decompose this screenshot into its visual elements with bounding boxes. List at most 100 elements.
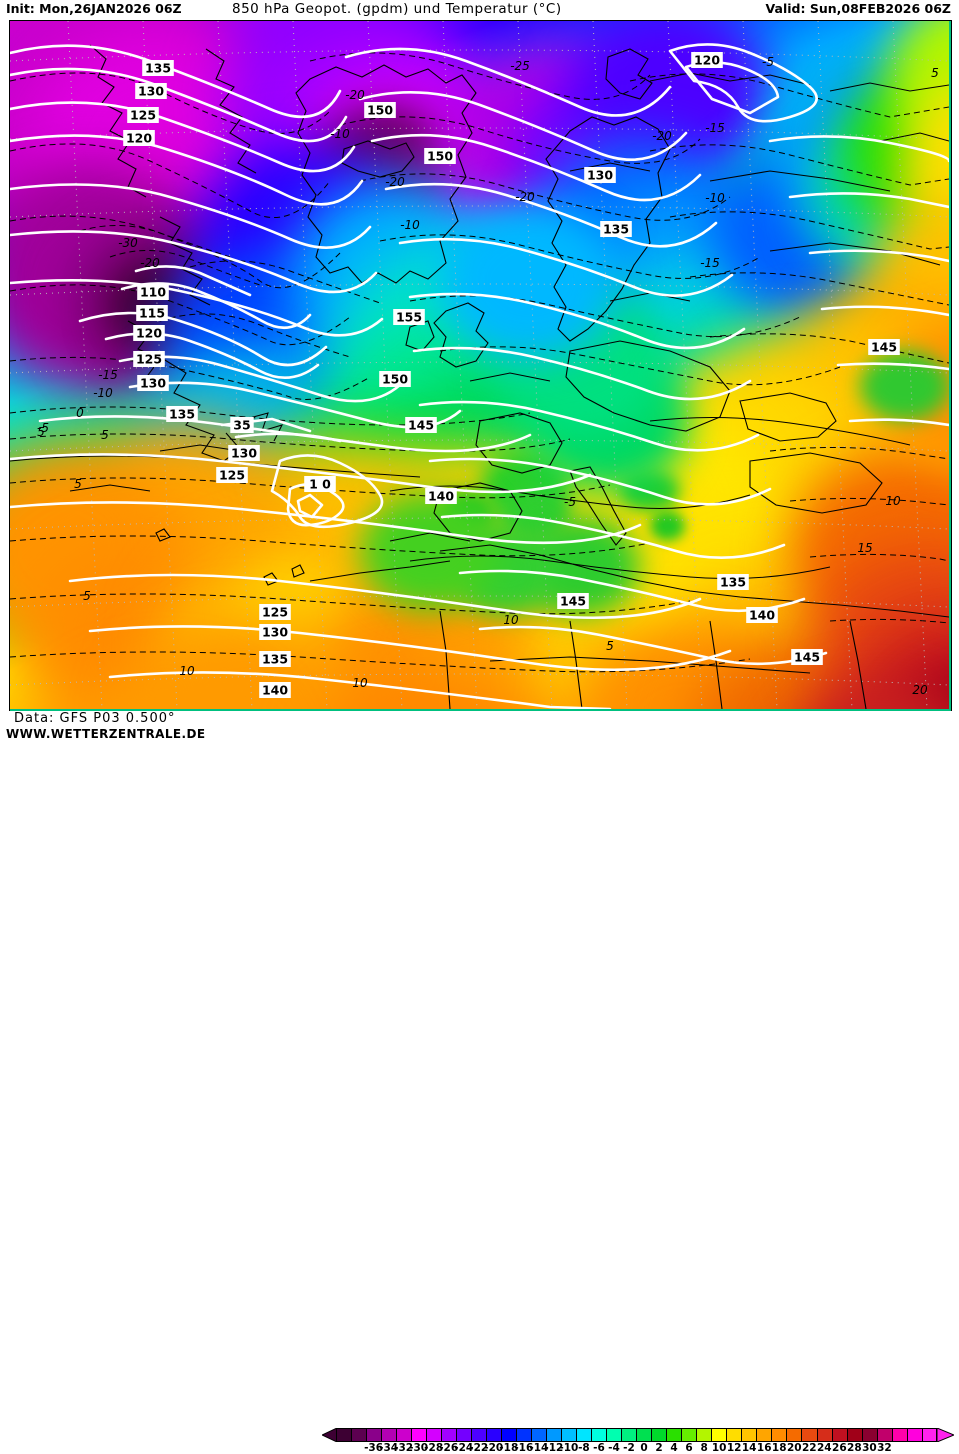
geopotential-label: 140 [262,683,288,698]
contour-label-background [142,60,174,76]
isotherm-label: -10 [330,127,350,141]
isotherm [439,346,841,386]
geopotential-contour [418,400,760,452]
geopotential-label: 125 [130,108,156,123]
colorbar-cell [561,1428,577,1442]
coastline [405,320,435,352]
border-line [389,532,471,542]
isotherm-layer [10,52,949,673]
geopotential-contour [134,265,252,297]
isotherm [829,618,949,624]
geopotential-label: 145 [560,594,586,609]
colorbar-cell [576,1428,592,1442]
contour-label-background [304,476,336,492]
meridian-line [742,21,778,709]
colorbar-tick-labels: -36 -34 -32 -30 -28 -26 -24 -22 -20 -18 -16 -14 -12-… [322,1442,954,1454]
isotherm-label: 5 [37,425,45,439]
colorbar-tick: 28 [847,1442,862,1454]
valid-time-label: Valid: Sun,08FEB2026 06Z [765,1,951,16]
isotherm-label: -5 [37,421,49,435]
contour-label-background [135,83,167,99]
colorbar-cells [336,1428,937,1442]
coastline [439,544,949,618]
isotherm-label: -10 [705,191,725,205]
colorbar-cell [621,1428,637,1442]
colorbar-cell [336,1428,352,1442]
geopotential-label: 1 0 [309,477,331,492]
contour-label-background [717,574,749,590]
colorbar-cell [411,1428,427,1442]
isotherm-label: 15 [857,541,872,555]
geopotential-label: 120 [136,326,162,341]
colorbar-cell [366,1428,382,1442]
colorbar-tick: 8 [700,1442,708,1454]
colorbar-cell [636,1428,652,1442]
geopotential-label: 140 [749,608,775,623]
geopotential-contour [440,513,786,559]
isotherm-label: -5 [762,55,774,69]
temperature-colorbar[interactable]: -36 -34 -32 -30 -28 -26 -24 -22 -20 -18 -16 -14 -12-… [322,1428,954,1454]
isotherm [10,651,751,673]
colorbar-tick: 26 [832,1442,847,1454]
isotherm [10,433,571,452]
isotherm-label: 5 [606,639,614,653]
geopotential-label: 115 [139,306,165,321]
geopotential-label: 125 [136,352,162,367]
geopotential-label: 145 [871,340,897,355]
isotherm-label: 5 [101,428,109,442]
isotherm-label: -20 [140,256,160,270]
contour-label-background [133,325,165,341]
isotherm [159,313,351,358]
isotherm-label: -15 [700,256,720,270]
geopotential-contour [68,573,702,620]
contour-label-background [791,649,823,665]
colorbar-tick: 2 [655,1442,663,1454]
colorbar-cell [606,1428,622,1442]
border-line [159,444,241,452]
isotherm [10,215,341,289]
isotherm [10,72,331,134]
map-canvas: -30 -20 -15 -10 -5 0 5 -20 -25 -10 -20 -10 -20 -15 -5-… [10,21,949,709]
contour-label-background [425,488,457,504]
meridian-line [367,21,403,709]
border-line [569,162,651,172]
geopotential-contour [344,47,672,117]
coastline [309,560,451,582]
isotherm [339,116,701,164]
contour-label-background [228,445,260,461]
temperature-region [440,201,620,361]
border-line [469,372,551,382]
colorbar-tick: -10 [559,1442,579,1454]
colorbar-cell [786,1428,802,1442]
isotherm [769,446,949,460]
geopotential-contour [768,135,949,163]
border-line [649,72,811,86]
colorbar-tick: 10 [711,1442,727,1454]
geopotential-label: 155 [396,310,422,325]
geopotential-contour [296,493,324,519]
isotherm-label: -20 [515,190,535,204]
geopotential-contour [684,61,780,115]
colorbar-cell [846,1428,862,1442]
contour-label-background [133,351,165,367]
geopotential-contour [10,183,372,249]
geopotential-label: 125 [219,468,245,483]
geopotential-label: 135 [603,222,629,237]
isotherm-label: -20 [652,129,672,143]
geopotential-label: 135 [145,61,171,76]
colorbar-cell [726,1428,742,1442]
colorbar-cell [906,1428,922,1442]
forecast-map[interactable]: -30 -20 -15 -10 -5 0 5 -20 -25 -10 -20 -10 -20 -15 -5-… [9,20,952,712]
colorbar-tick: 20 [786,1442,802,1454]
geopotential-contour [10,44,342,118]
geopotential-label: 125 [262,605,288,620]
coastlines-layer [69,44,949,709]
contour-label-background [259,682,291,698]
coastline [433,482,523,542]
border-line [609,292,691,302]
contour-label-background [136,305,168,321]
isotherm [10,284,351,346]
contour-label-background [691,52,723,68]
coastline [709,620,723,709]
colorbar-tick: 4 [670,1442,678,1454]
